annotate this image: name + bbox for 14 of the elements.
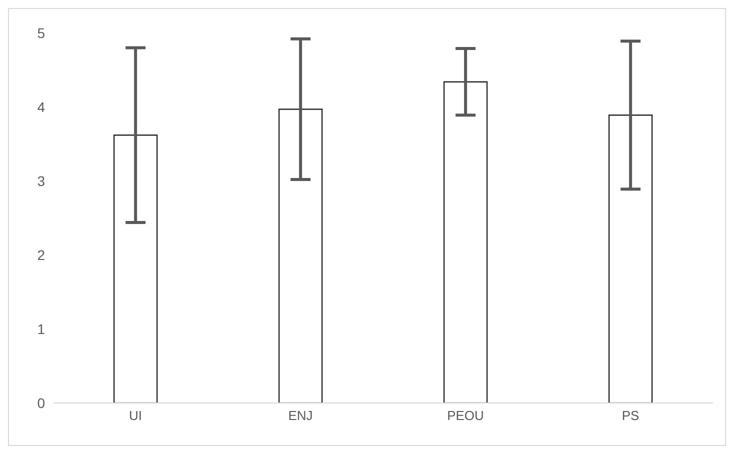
- bar: [278, 108, 323, 403]
- bar: [608, 114, 653, 403]
- y-tick-label: 4: [37, 98, 46, 115]
- y-tick-label: 5: [37, 24, 46, 41]
- y-tick-label: 1: [37, 320, 46, 337]
- x-tick-label: ENJ: [288, 408, 313, 424]
- y-tick-label: 2: [37, 246, 46, 263]
- x-tick-label: PEOU: [447, 408, 484, 424]
- bar: [113, 134, 158, 403]
- x-tick-label: UI: [129, 408, 142, 424]
- y-tick-label: 0: [37, 394, 46, 411]
- y-tick-label: 3: [37, 172, 46, 189]
- x-tick-label: PS: [622, 408, 640, 424]
- bar: [443, 81, 488, 403]
